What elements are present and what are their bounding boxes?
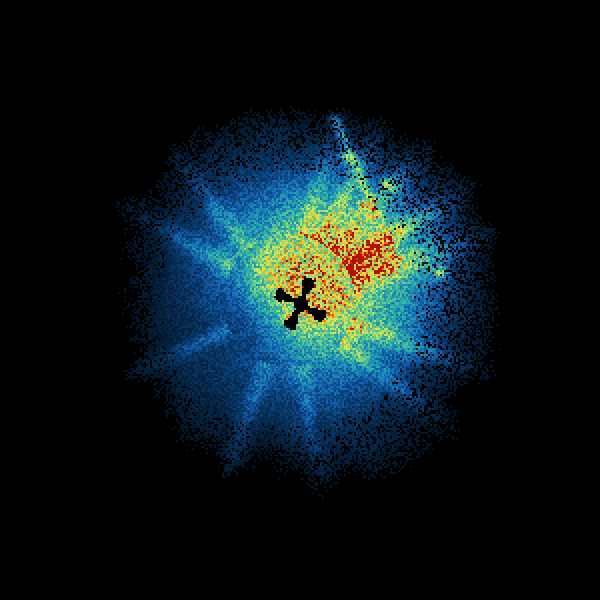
xray-heatmap-canvas (0, 0, 600, 600)
image-viewer: X-ray Surface Brightness Map (0, 0, 600, 600)
